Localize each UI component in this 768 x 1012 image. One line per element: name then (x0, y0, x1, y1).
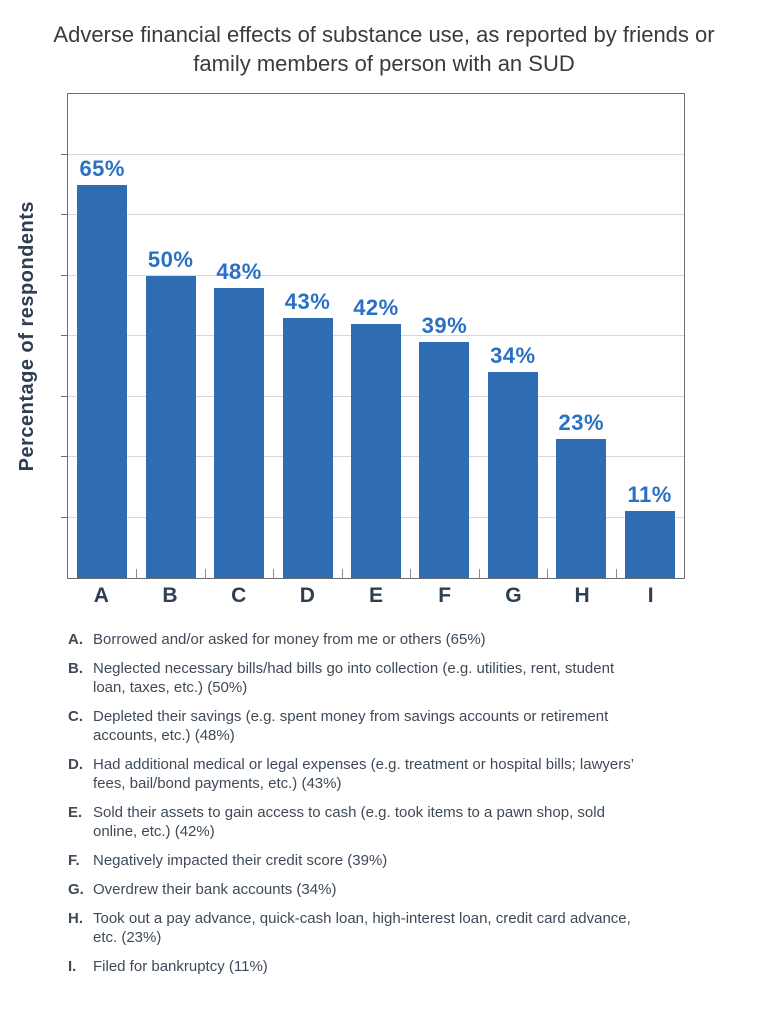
bar-C (214, 287, 265, 578)
legend-item-B: B. Neglected necessary bills/had bills go… (68, 659, 693, 697)
legend-item-text: Negatively impacted their credit score (… (93, 852, 388, 869)
bar-B (145, 275, 196, 578)
chart-title: Adverse financial effects of substance u… (53, 22, 715, 76)
bar-value-label: 34% (490, 343, 536, 369)
x-axis-label-A: A (93, 584, 109, 607)
x-axis-labels: A B C D E F G H I (67, 584, 685, 608)
bar-value-label: 48% (216, 258, 262, 284)
legend-item-letter: A. (68, 631, 83, 648)
x-axis-label-B: B (162, 584, 178, 607)
y-axis-label: Percentage of respondents (15, 200, 38, 472)
bar-slot-D: 43% (273, 94, 341, 578)
bar-D (282, 317, 333, 578)
legend-item-F: F. Negatively impacted their credit score… (68, 851, 693, 870)
legend-item-I: I. Filed for bankruptcy (11%) (68, 957, 693, 976)
legend-item-text: Borrowed and/or asked for money from me … (93, 631, 486, 648)
bar-value-label: 11% (627, 482, 672, 508)
legend-item-letter: H. (68, 910, 83, 927)
x-axis-label-D: D (299, 584, 315, 607)
y-axis-label-container: Percentage of respondents (8, 93, 46, 579)
bar-value-label: 50% (147, 246, 194, 272)
bar-slot-F: 39% (410, 94, 478, 578)
legend-item-A: A. Borrowed and/or asked for money from m… (68, 630, 693, 649)
x-axis-tick (204, 569, 206, 578)
legend-item-text: Filed for bankruptcy (11%) (93, 958, 268, 975)
x-axis-label-C: C (231, 584, 247, 607)
legend-item-letter: F. (68, 852, 80, 869)
legend-item-letter: I. (68, 958, 77, 975)
x-axis-label-H: H (574, 584, 590, 607)
bar-A (77, 184, 128, 578)
y-axis-tick (61, 395, 67, 397)
bar-F (419, 342, 470, 578)
y-axis-tick (61, 516, 67, 518)
x-axis-tick (273, 569, 275, 578)
bar-slot-A: 65% (68, 94, 136, 578)
legend-item-D: D. Had additional medical or legal expens… (68, 755, 693, 793)
bar-value-label: 23% (558, 409, 605, 435)
legend-item-letter: B. (68, 660, 83, 677)
y-axis-tick (61, 335, 67, 336)
bar-E (350, 323, 401, 578)
x-axis-label-F: F (438, 584, 452, 607)
bar-value-label: 42% (353, 294, 399, 320)
bar-G (487, 372, 538, 578)
bar-value-label: 39% (421, 313, 468, 339)
legend-item-H: H. Took out a pay advance, quick-cash loa… (68, 909, 693, 947)
x-axis-label-E: E (369, 584, 384, 607)
bar-value-label: 65% (79, 155, 125, 181)
y-axis-tick (61, 274, 67, 276)
x-axis-label-I: I (647, 584, 654, 607)
bar-slot-E: 42% (342, 94, 410, 578)
y-axis-tick (61, 153, 67, 155)
bar-I (624, 511, 675, 578)
x-axis-label-G: G (505, 584, 522, 607)
bar-slot-B: 50% (136, 94, 204, 578)
bar-H (556, 438, 607, 578)
gridline (68, 274, 684, 276)
x-axis-tick (136, 569, 138, 578)
legend-item-text: Had additional medical or legal expenses… (93, 756, 634, 792)
x-axis-tick (410, 569, 412, 578)
legend-item-letter: E. (68, 804, 83, 821)
legend-item-text: Overdrew their bank accounts (34%) (93, 881, 337, 898)
legend-item-E: E. Sold their assets to gain access to ca… (68, 803, 693, 841)
x-axis-tick (547, 569, 549, 578)
bar-slot-H: 23% (547, 94, 615, 578)
legend-item-letter: D. (68, 756, 83, 773)
legend-item-text: Sold their assets to gain access to cash… (93, 804, 605, 840)
legend-item-letter: G. (68, 881, 84, 898)
bar-value-label: 43% (284, 288, 331, 314)
legend-item-letter: C. (68, 708, 83, 725)
legend-item-text: Neglected necessary bills/had bills go i… (93, 660, 615, 696)
bar-slot-G: 34% (479, 94, 547, 578)
x-axis-tick (341, 569, 343, 578)
gridline (68, 214, 684, 215)
chart-legend: A. Borrowed and/or asked for money from m… (68, 630, 693, 986)
bars-container: 65% 50% 48% 43% 42% 39% 34% 23% 11% (68, 94, 684, 578)
y-axis-tick (61, 214, 67, 215)
bar-slot-I: 11% (616, 94, 684, 578)
x-axis-tick (615, 569, 617, 578)
plot-area: 65% 50% 48% 43% 42% 39% 34% 23% 11% (61, 93, 685, 579)
gridline (68, 153, 684, 155)
y-axis-tick (61, 456, 67, 457)
x-axis-tick (478, 569, 480, 578)
legend-item-C: C. Depleted their savings (e.g. spent mon… (68, 707, 693, 745)
legend-item-G: G. Overdrew their bank accounts (34%) (68, 880, 693, 899)
legend-item-text: Depleted their savings (e.g. spent money… (93, 708, 609, 744)
bar-slot-C: 48% (205, 94, 273, 578)
legend-item-text: Took out a pay advance, quick-cash loan,… (93, 910, 631, 946)
